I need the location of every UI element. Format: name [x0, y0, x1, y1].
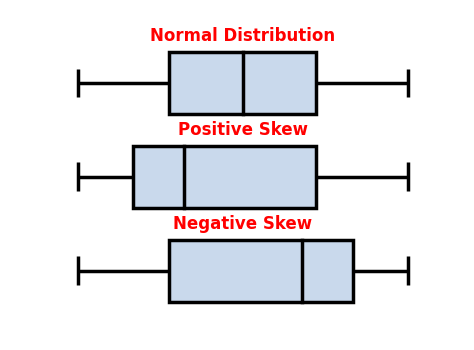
Text: Positive Skew: Positive Skew [178, 121, 308, 139]
Text: Negative Skew: Negative Skew [173, 215, 312, 233]
Bar [170, 52, 317, 114]
Text: Normal Distribution: Normal Distribution [150, 27, 336, 45]
Bar [133, 146, 317, 208]
Bar [170, 240, 353, 302]
